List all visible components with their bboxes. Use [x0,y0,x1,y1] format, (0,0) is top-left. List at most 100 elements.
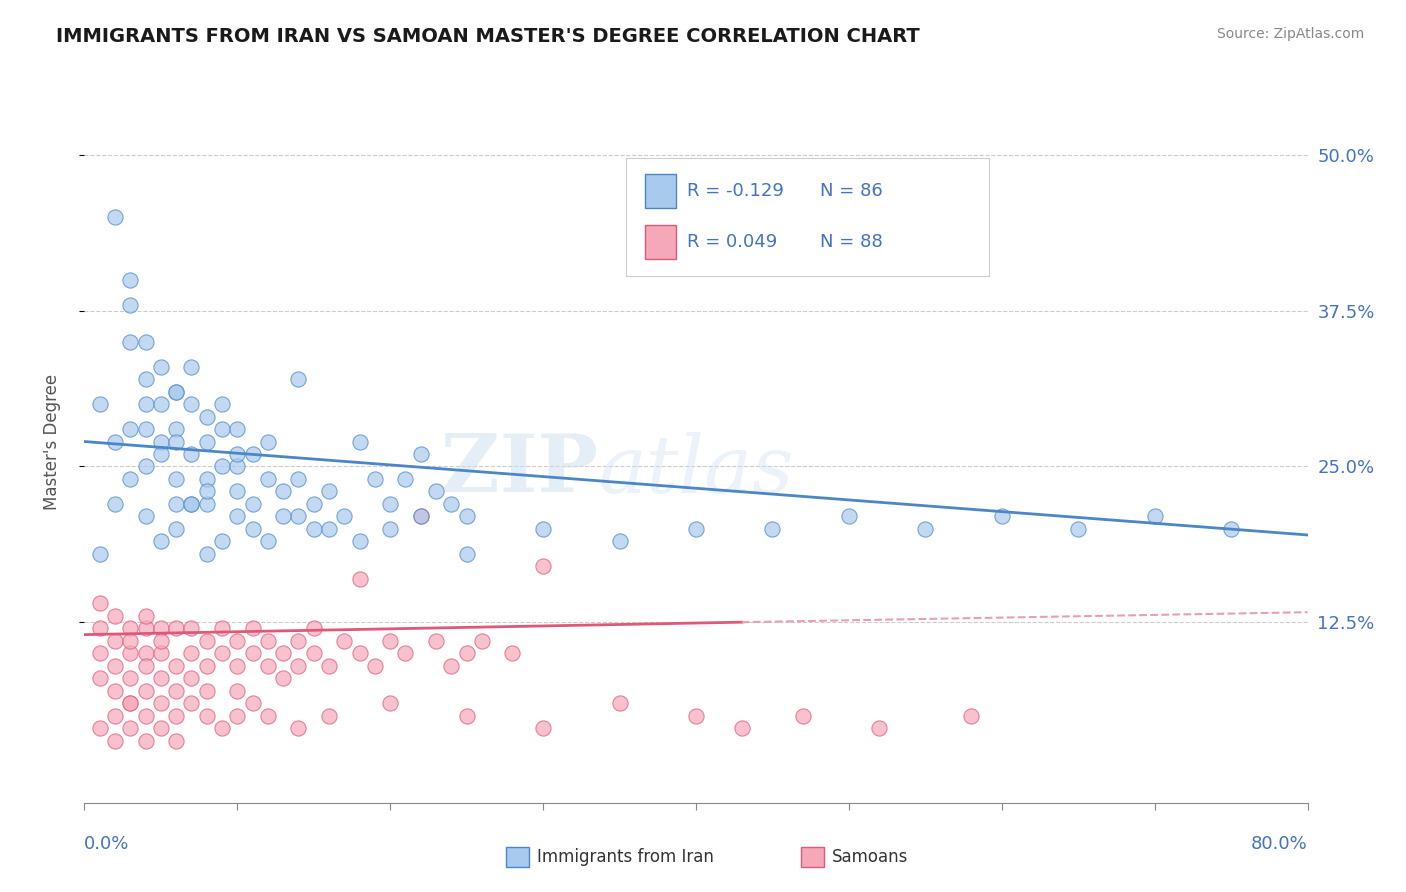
Point [257,658,280,673]
Point [89,721,111,735]
Point [318,484,340,499]
Point [149,671,172,685]
Point [257,534,280,549]
Point [1220,522,1243,536]
Point [104,683,127,698]
Point [104,211,127,225]
Point [195,658,218,673]
Point [380,696,402,710]
Point [440,497,463,511]
Point [149,447,172,461]
Point [685,708,707,723]
Point [89,671,111,685]
Point [211,621,233,635]
Point [135,509,157,524]
Point [242,621,264,635]
Point [195,633,218,648]
Point [287,633,309,648]
Point [135,397,157,411]
Point [425,484,447,499]
Point [149,646,172,660]
Point [135,372,157,386]
Point [120,621,142,635]
Point [135,708,157,723]
Point [685,522,707,536]
Point [120,272,142,286]
Point [257,472,280,486]
Point [165,683,187,698]
Point [149,721,172,735]
Point [120,646,142,660]
Point [135,733,157,747]
Point [165,522,187,536]
Point [242,522,264,536]
Point [120,721,142,735]
Point [149,696,172,710]
Point [211,534,233,549]
Point [211,646,233,660]
Point [364,472,387,486]
Point [271,509,294,524]
Point [333,633,356,648]
Point [120,422,142,436]
Point [761,522,783,536]
Text: 0.0%: 0.0% [84,835,129,854]
Point [165,384,187,399]
Point [104,609,127,624]
Text: R = -0.129: R = -0.129 [688,182,783,200]
Point [1143,509,1166,524]
Point [440,658,463,673]
Point [180,621,202,635]
Point [257,708,280,723]
Point [180,497,202,511]
Text: Immigrants from Iran: Immigrants from Iran [537,848,714,866]
Point [226,658,249,673]
Point [271,484,294,499]
Point [394,472,416,486]
Text: R = 0.049: R = 0.049 [688,233,778,251]
Point [318,658,340,673]
Point [242,696,264,710]
Point [226,422,249,436]
Point [302,646,325,660]
Text: IMMIGRANTS FROM IRAN VS SAMOAN MASTER'S DEGREE CORRELATION CHART: IMMIGRANTS FROM IRAN VS SAMOAN MASTER'S … [56,27,920,45]
Point [120,671,142,685]
Point [195,484,218,499]
Point [349,572,371,586]
Point [211,397,233,411]
Point [1067,522,1090,536]
Point [135,646,157,660]
Point [456,708,478,723]
Point [456,509,478,524]
Point [226,447,249,461]
Point [409,447,432,461]
Point [257,633,280,648]
Point [180,696,202,710]
Point [456,646,478,660]
Point [409,509,432,524]
Point [242,497,264,511]
Point [180,447,202,461]
Point [135,334,157,349]
Point [104,434,127,449]
Point [287,721,309,735]
Point [242,447,264,461]
Point [195,683,218,698]
Point [89,646,111,660]
Point [135,459,157,474]
Text: 80.0%: 80.0% [1251,835,1308,854]
Point [165,621,187,635]
Point [731,721,754,735]
Point [287,658,309,673]
Point [302,497,325,511]
Point [180,671,202,685]
Point [364,658,387,673]
Point [135,609,157,624]
Point [180,359,202,374]
Point [242,646,264,660]
Point [211,721,233,735]
Point [456,547,478,561]
Point [135,683,157,698]
Text: ZIP: ZIP [441,432,598,509]
Point [195,434,218,449]
